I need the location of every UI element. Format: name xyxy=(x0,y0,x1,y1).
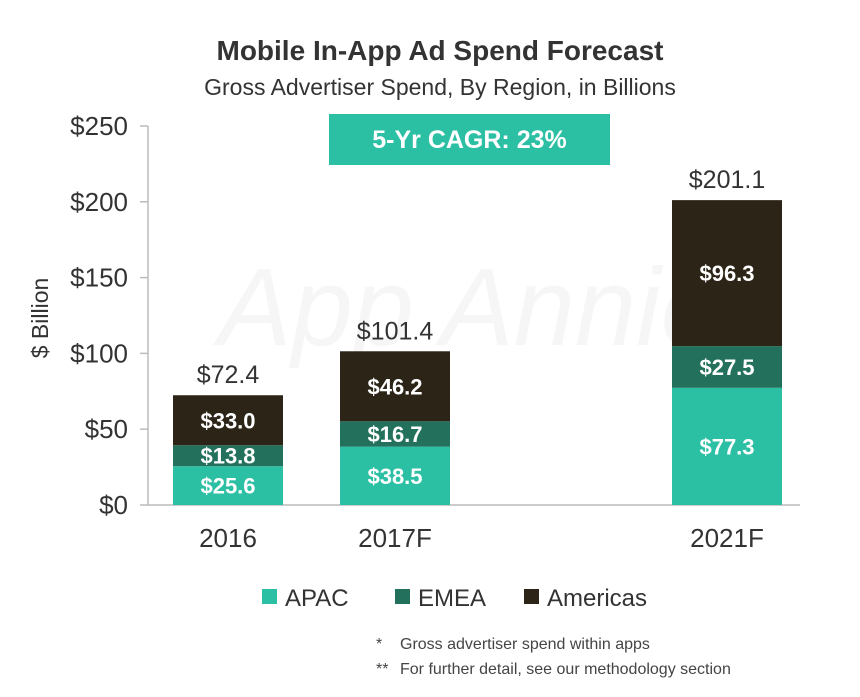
x-category-label: 2017F xyxy=(358,523,432,553)
y-tick-label: $200 xyxy=(70,187,128,217)
bar-segment-apac xyxy=(173,466,283,505)
cagr-callout-text: 5-Yr CAGR: 23% xyxy=(372,126,567,154)
y-tick-label: $50 xyxy=(85,414,128,444)
bar-value-label: $13.8 xyxy=(200,444,255,469)
bar-value-label: $77.3 xyxy=(699,434,754,459)
legend-swatch-americas xyxy=(524,589,539,604)
bar-value-label: $38.5 xyxy=(367,464,422,489)
watermark-text: App Annie xyxy=(212,246,722,369)
x-category-label: 2016 xyxy=(199,523,257,553)
bar-segment-americas xyxy=(173,395,283,446)
y-tick-label: $250 xyxy=(70,111,128,141)
bar-segment-americas xyxy=(340,351,450,422)
y-tick-label: $150 xyxy=(70,263,128,293)
cagr-callout-box xyxy=(329,114,610,165)
bar-segment-emea xyxy=(340,421,450,447)
bar-value-label: $33.0 xyxy=(200,408,255,433)
y-tick-label: $100 xyxy=(70,338,128,368)
x-category-label: 2021F xyxy=(690,523,764,553)
bar-total-label: $201.1 xyxy=(689,166,765,194)
legend-label: Americas xyxy=(547,585,647,612)
bar-value-label: $25.6 xyxy=(200,474,255,499)
bar-segment-americas xyxy=(672,200,782,347)
chart-title: Mobile In-App Ad Spend Forecast xyxy=(217,35,664,66)
bar-segment-emea xyxy=(173,445,283,467)
bar-segment-apac xyxy=(340,446,450,505)
bar-total-label: $72.4 xyxy=(197,361,260,389)
y-axis-label: $ Billion xyxy=(27,278,53,359)
footnote-marker: ** xyxy=(376,661,388,678)
legend-label: APAC xyxy=(285,585,349,612)
bar-value-label: $46.2 xyxy=(367,374,422,399)
chart-subtitle: Gross Advertiser Spend, By Region, in Bi… xyxy=(204,74,676,100)
legend-swatch-emea xyxy=(395,589,410,604)
y-tick-label: $0 xyxy=(99,490,128,520)
legend-swatch-apac xyxy=(262,589,277,604)
footnote-text: For further detail, see our methodology … xyxy=(400,661,731,678)
legend-label: EMEA xyxy=(418,585,486,612)
bar-segment-apac xyxy=(672,387,782,505)
bar-value-label: $27.5 xyxy=(699,355,754,380)
bar-value-label: $16.7 xyxy=(367,422,422,447)
bar-total-label: $101.4 xyxy=(357,317,434,345)
footnote-marker: * xyxy=(376,636,382,653)
bar-segment-emea xyxy=(672,346,782,388)
footnote-text: Gross advertiser spend within apps xyxy=(400,636,650,653)
bar-value-label: $96.3 xyxy=(699,261,754,286)
